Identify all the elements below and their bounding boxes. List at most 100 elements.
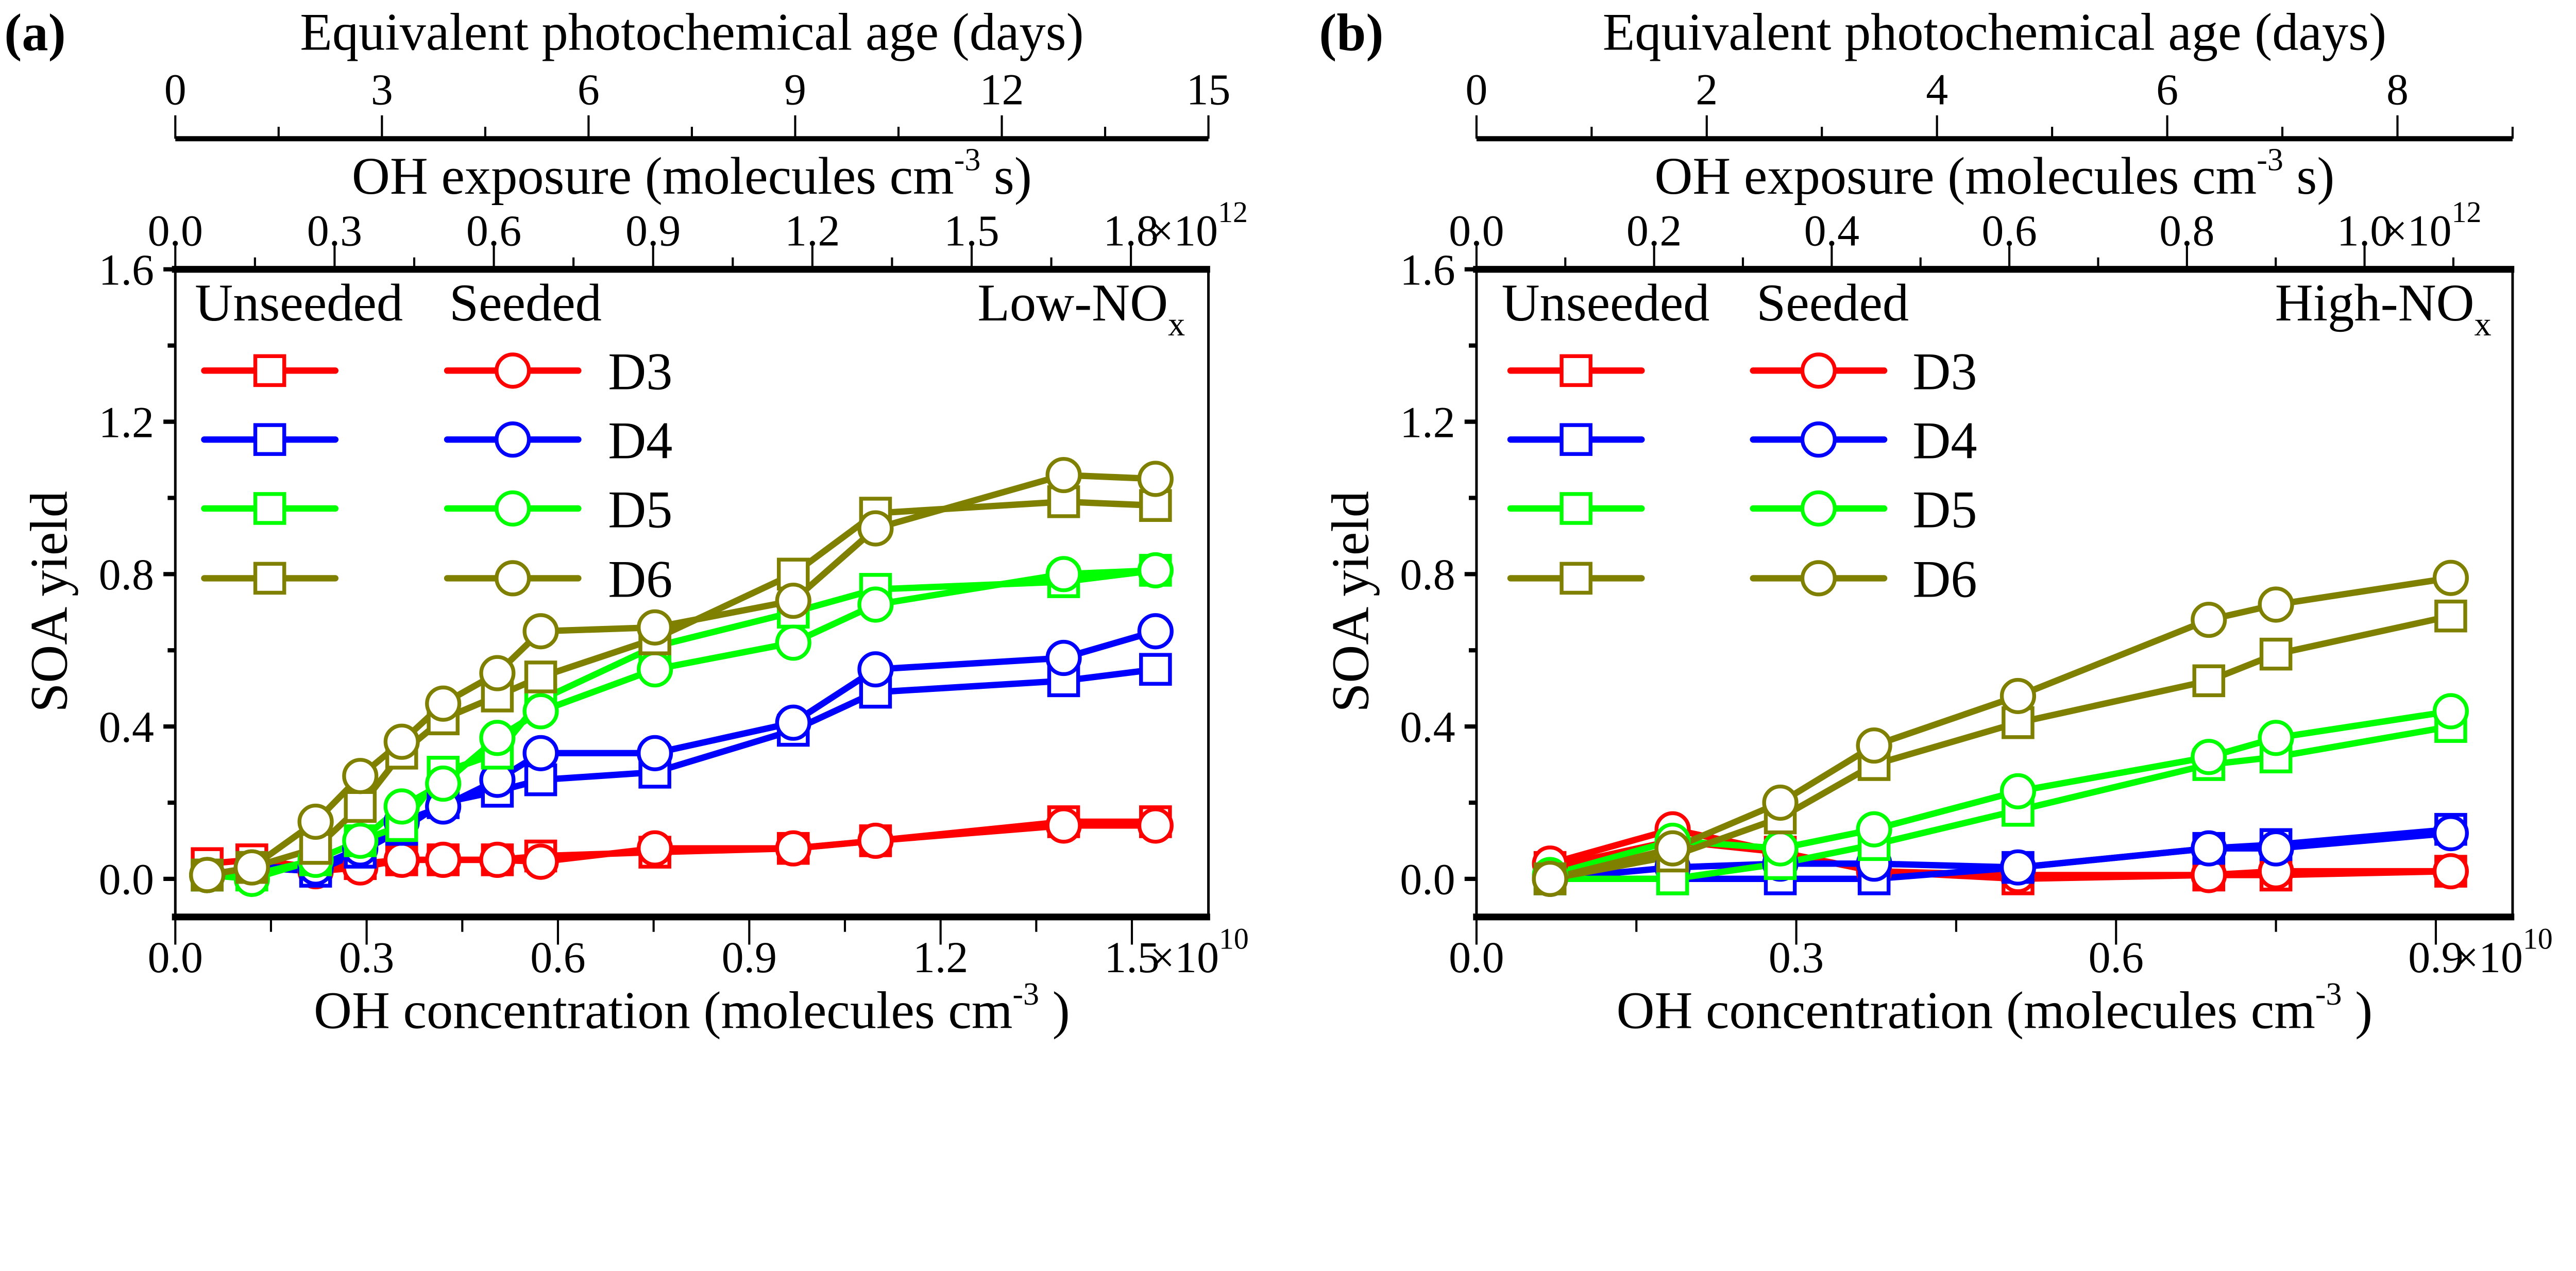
data-point-D6-seeded — [637, 609, 673, 646]
data-point-D6-seeded — [1532, 860, 1568, 897]
legend-marker-D5-unseeded — [1560, 492, 1592, 525]
data-point-D6-seeded — [425, 685, 462, 722]
top-axis-2-tick-label: 3 — [371, 64, 393, 114]
data-point-D6-seeded — [1856, 727, 1892, 764]
x-multiplier-exponent: 10 — [1219, 922, 1249, 956]
top-axis-2-tick-label: 9 — [784, 64, 806, 114]
x-multiplier: ×1010 — [2454, 922, 2553, 982]
y-tick-label: 1.6 — [1400, 245, 1455, 295]
y-axis-title: SOA yield — [21, 491, 79, 713]
data-point-D6-seeded — [2191, 601, 2227, 638]
legend-marker-D5-seeded — [1800, 490, 1837, 527]
data-point-D5-seeded — [383, 788, 420, 825]
top-axis-2-tick-label: 12 — [980, 64, 1024, 114]
legend-marker-D5-unseeded — [253, 492, 286, 525]
legend-marker-D4-unseeded — [253, 423, 286, 456]
x-tick-label: 1.2 — [913, 933, 968, 982]
legend-marker-D4-unseeded — [1560, 423, 1592, 456]
legend-header-unseeded: Unseeded — [1502, 274, 1710, 332]
legend-marker-D4-seeded — [495, 421, 531, 458]
data-point-D6-seeded — [1137, 461, 1174, 497]
data-point-D4-seeded — [522, 735, 559, 771]
data-point-D6-seeded — [522, 613, 559, 650]
top-axis-1-multiplier: ×1012 — [1149, 195, 1248, 255]
y-tick-label: 1.6 — [99, 245, 154, 295]
top-axis-1-tick-label: 0.6 — [1981, 206, 2037, 256]
legend-marker-D6-seeded — [1800, 560, 1837, 597]
legend-label-D4: D4 — [608, 412, 672, 470]
top-axis-1-multiplier-base: ×10 — [2382, 206, 2451, 256]
condition-annotation-subscript: x — [1168, 306, 1185, 343]
top-axis-2-tick-label: 15 — [1187, 64, 1231, 114]
condition-annotation-subscript: x — [2475, 306, 2492, 343]
x-axis-title-superscript: -3 — [1012, 977, 1039, 1012]
legend-label-D5: D5 — [608, 481, 672, 539]
top-axis-1-title-end: s) — [980, 147, 1032, 206]
legend-marker-D6-unseeded — [253, 562, 286, 595]
top-axis-2-tick-label: 6 — [2156, 64, 2178, 114]
top-axis-2-tick-label: 6 — [578, 64, 600, 114]
data-point-D5-seeded — [775, 624, 811, 661]
x-tick-label: 0.9 — [722, 933, 777, 982]
x-multiplier-exponent: 10 — [2523, 922, 2553, 956]
y-tick-label: 1.2 — [99, 397, 154, 447]
data-point-D5-seeded — [2191, 739, 2227, 775]
data-point-D6-seeded — [1654, 830, 1691, 867]
data-point-D3-seeded — [479, 841, 516, 878]
x-axis-title-end: ) — [2342, 981, 2373, 1040]
x-multiplier-base: ×10 — [1150, 933, 1219, 982]
top-axis-1-tick-label: 0.8 — [2159, 206, 2214, 256]
plot-area — [1532, 560, 2469, 897]
data-point-D5-seeded — [857, 586, 894, 623]
data-point-D4-seeded — [2432, 815, 2469, 852]
top-axis-1-tick-label: 0.2 — [1626, 206, 1682, 256]
data-point-D4-seeded — [637, 735, 673, 771]
top-axis-1-tick-label: 1.8 — [1103, 206, 1158, 256]
data-point-D3-seeded — [775, 830, 811, 867]
data-point-D3-seeded — [425, 841, 462, 878]
top-axis-2-tick-label: 0 — [1465, 64, 1487, 114]
legend-label-D5: D5 — [1912, 481, 1977, 539]
top-axis-1-title: OH exposure (molecules cm-3 s) — [352, 142, 1032, 205]
x-tick-label: 1.5 — [1104, 933, 1159, 982]
top-axis-1-title-superscript: -3 — [954, 142, 981, 177]
data-point-D5-seeded — [637, 651, 673, 688]
top-axis-1-tick-label: 0.6 — [466, 206, 521, 256]
data-point-D5-seeded — [425, 765, 462, 802]
top-axis-1-title-superscript: -3 — [2257, 142, 2283, 177]
data-point-D6-seeded — [1045, 456, 1082, 494]
data-point-D6-unseeded — [2192, 664, 2226, 698]
panel-label: (b) — [1319, 4, 1383, 62]
data-point-D5-seeded — [1762, 830, 1799, 867]
legend-marker-D6-unseeded — [1560, 562, 1592, 595]
data-point-D3-seeded — [1137, 807, 1174, 844]
top-axis-1-multiplier-exponent: 12 — [1218, 195, 1248, 229]
top-axis-1-tick-label: 0.0 — [1449, 206, 1504, 256]
condition-annotation-text: Low-NO — [977, 274, 1168, 332]
legend-label-D6: D6 — [608, 551, 672, 609]
y-tick-label: 1.2 — [1400, 397, 1455, 447]
data-point-D5-seeded — [342, 822, 379, 859]
panel-label: (a) — [4, 4, 65, 62]
top-axis-1-multiplier-base: ×10 — [1149, 206, 1218, 256]
top-axis-1-title-end: s) — [2283, 147, 2335, 206]
x-tick-label: 0.6 — [2089, 933, 2144, 982]
data-point-D5-seeded — [1045, 556, 1082, 592]
data-point-D5-seeded — [2258, 720, 2294, 756]
top-axis-1-multiplier: ×1012 — [2382, 195, 2481, 255]
legend-marker-D3-unseeded — [1560, 354, 1592, 387]
legend-marker-D3-seeded — [1800, 352, 1837, 389]
y-tick-label: 0.8 — [99, 550, 154, 599]
x-tick-label: 0.3 — [339, 933, 394, 982]
x-multiplier: ×1010 — [1150, 922, 1249, 982]
data-point-D6-seeded — [2258, 586, 2294, 623]
top-axis-1-title-text: OH exposure (molecules cm — [1654, 147, 2257, 206]
data-point-D3-seeded — [857, 822, 894, 859]
plot-area — [189, 456, 1174, 897]
y-tick-label: 0.4 — [1400, 702, 1455, 752]
top-axis-1-tick-label: 1.5 — [944, 206, 999, 256]
